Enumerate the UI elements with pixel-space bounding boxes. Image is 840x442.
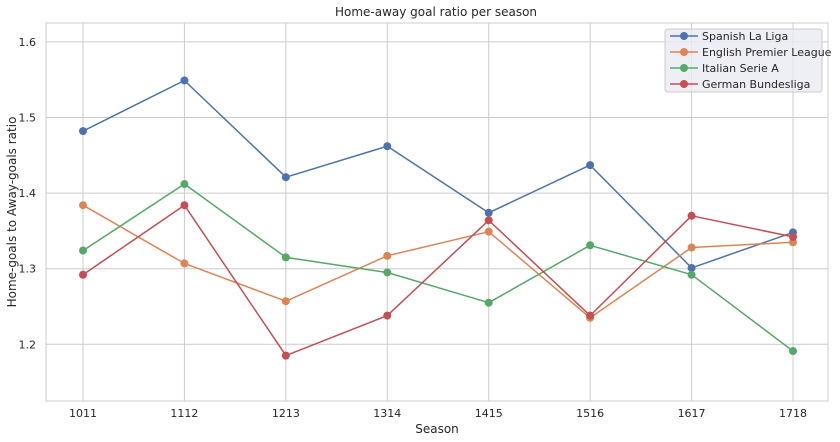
data-point	[687, 211, 696, 220]
data-point	[383, 251, 392, 260]
legend-items: Spanish La Liga English Premier League Ita…	[670, 30, 832, 91]
data-point	[484, 227, 493, 236]
data-point	[383, 268, 392, 277]
data-point	[484, 298, 493, 307]
tick-labels: 1011 1112 1213 1314 1415 1516 1617 1718 1.2 1.3 1.…	[19, 36, 808, 420]
data-point	[687, 270, 696, 279]
legend-marker	[680, 32, 688, 40]
series-line	[82, 79, 794, 269]
data-point	[79, 270, 87, 279]
x-tick-label: 1415	[475, 407, 503, 420]
x-tick-label: 1314	[373, 407, 401, 420]
data-point	[79, 127, 87, 136]
series-2	[79, 180, 797, 356]
data-point	[281, 173, 290, 182]
series-line	[82, 183, 794, 352]
y-tick-label: 1.5	[19, 112, 37, 125]
series-lines	[79, 76, 797, 360]
legend-label: Italian Serie A	[702, 62, 779, 75]
data-point	[484, 208, 493, 217]
series-line	[82, 204, 794, 357]
data-point	[383, 142, 392, 151]
plot-area-frame	[45, 22, 829, 402]
data-point	[586, 311, 595, 320]
data-point	[586, 161, 595, 170]
legend-label: German Bundesliga	[702, 78, 810, 91]
data-point	[687, 243, 696, 252]
series-line	[82, 204, 794, 319]
data-point	[180, 180, 189, 189]
legend-item: English Premier League	[670, 46, 832, 59]
legend-label: English Premier League	[702, 46, 832, 59]
y-axis-label: Home-goals to Away-goals ratio	[5, 117, 19, 308]
legend-marker	[680, 48, 688, 56]
legend-marker	[680, 64, 688, 72]
y-tick-label: 1.2	[19, 338, 37, 351]
series-1	[79, 201, 797, 322]
series-3	[79, 201, 797, 360]
data-point	[281, 253, 290, 262]
legend-item: Italian Serie A	[670, 62, 779, 75]
data-point	[586, 241, 595, 250]
y-tick-label: 1.3	[19, 263, 37, 276]
legend-marker	[680, 80, 688, 88]
y-tick-label: 1.6	[19, 36, 37, 49]
legend-item: German Bundesliga	[670, 78, 810, 91]
x-tick-label: 1516	[576, 407, 604, 420]
data-point	[281, 351, 290, 360]
x-tick-label: 1617	[678, 407, 706, 420]
data-point	[79, 201, 87, 210]
y-tick-label: 1.4	[19, 187, 37, 200]
x-tick-label: 1718	[779, 407, 807, 420]
data-point	[789, 232, 797, 241]
data-point	[484, 216, 493, 225]
x-axis-label: Season	[415, 422, 459, 436]
series-0	[79, 76, 797, 272]
legend: Spanish La Liga English Premier League Ita…	[664, 28, 832, 93]
x-tick-label: 1011	[69, 407, 97, 420]
chart-title: Home-away goal ratio per season	[335, 5, 537, 19]
data-point	[383, 311, 392, 320]
data-point	[789, 347, 797, 356]
x-tick-label: 1112	[170, 407, 198, 420]
data-point	[180, 259, 189, 268]
data-point	[180, 76, 189, 85]
data-point	[281, 297, 290, 306]
legend-box	[664, 28, 823, 93]
legend-item: Spanish La Liga	[670, 30, 788, 43]
data-point	[79, 246, 87, 255]
data-point	[687, 263, 696, 272]
data-point	[180, 201, 189, 210]
legend-label: Spanish La Liga	[702, 30, 788, 43]
x-tick-label: 1213	[272, 407, 300, 420]
